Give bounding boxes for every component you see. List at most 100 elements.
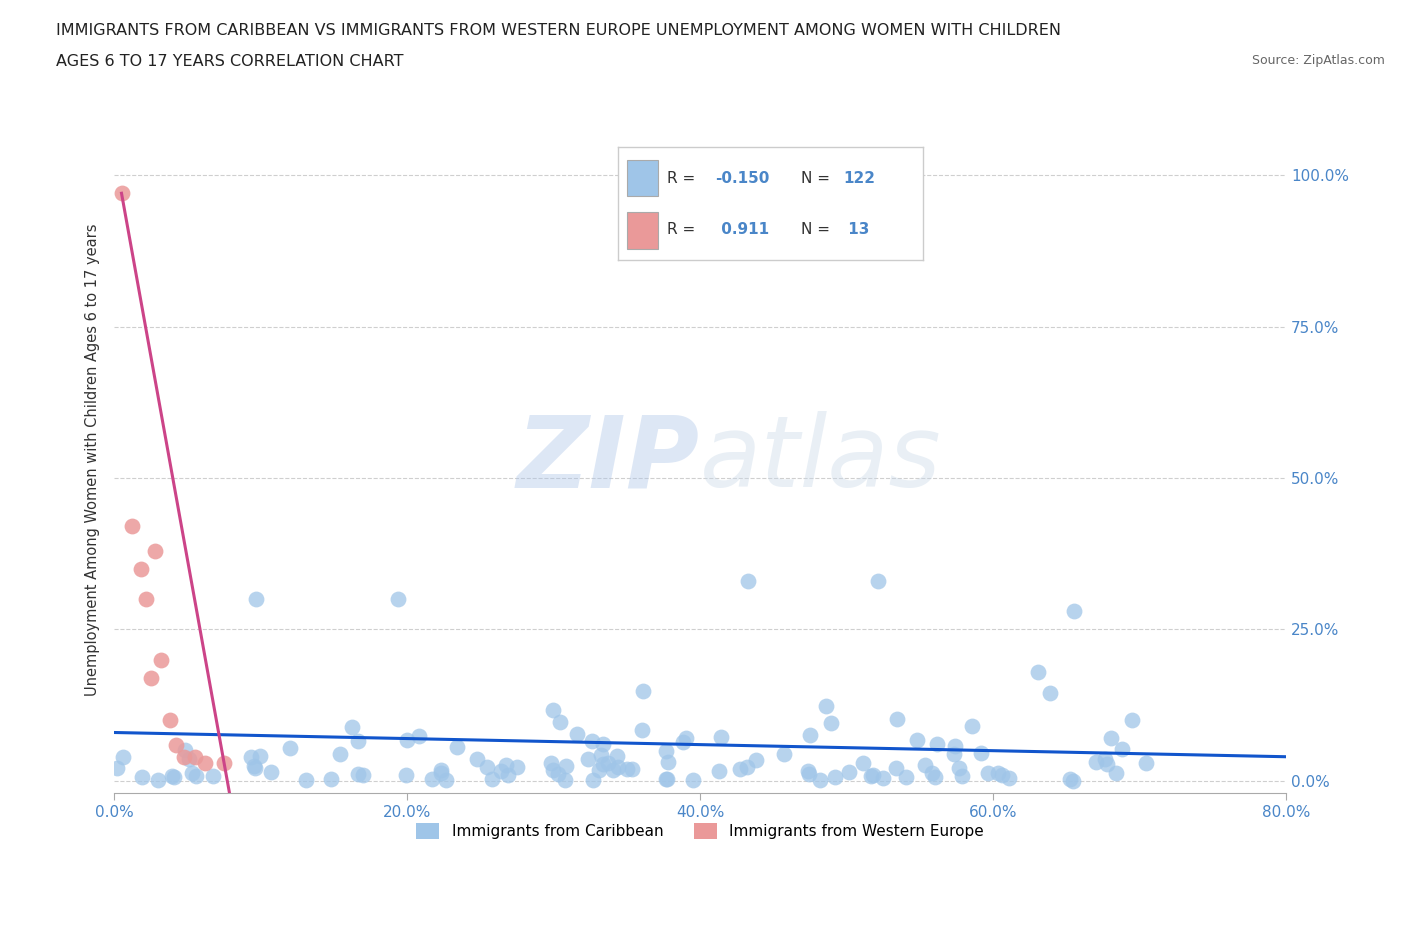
Point [173, 750, 195, 764]
Point [329, 747, 352, 762]
Point [948, 760, 970, 775]
Point [139, 671, 162, 685]
Point [1026, 665, 1049, 680]
Point [1121, 712, 1143, 727]
Point [824, 769, 846, 784]
Point [180, 765, 202, 780]
Point [672, 735, 695, 750]
Point [352, 768, 374, 783]
Point [340, 720, 363, 735]
Point [884, 760, 907, 775]
Point [249, 748, 271, 763]
Point [554, 773, 576, 788]
Point [815, 698, 838, 713]
Point [194, 755, 217, 770]
Point [998, 771, 1021, 786]
Point [607, 760, 630, 775]
Point [799, 728, 821, 743]
Point [540, 755, 562, 770]
Point [159, 713, 181, 728]
Text: IMMIGRANTS FROM CARIBBEAN VS IMMIGRANTS FROM WESTERN EUROPE UNEMPLOYMENT AMONG W: IMMIGRANTS FROM CARIBBEAN VS IMMIGRANTS … [56, 23, 1062, 38]
Point [477, 760, 499, 775]
Point [820, 715, 842, 730]
Point [408, 728, 430, 743]
Point [321, 772, 343, 787]
Point [242, 759, 264, 774]
Point [1099, 731, 1122, 746]
Point [799, 766, 821, 781]
Point [121, 519, 143, 534]
Text: ZIP: ZIP [517, 411, 700, 509]
Point [1097, 756, 1119, 771]
Point [987, 765, 1010, 780]
Point [866, 574, 889, 589]
Point [657, 755, 679, 770]
Point [165, 737, 187, 752]
Point [960, 719, 983, 734]
Point [131, 769, 153, 784]
Point [598, 755, 620, 770]
Point [395, 732, 418, 747]
Point [467, 751, 489, 766]
Point [921, 765, 943, 780]
Point [496, 768, 519, 783]
Point [1094, 751, 1116, 766]
Point [872, 771, 894, 786]
Point [395, 767, 418, 782]
Point [105, 761, 128, 776]
Point [1039, 685, 1062, 700]
Point [434, 773, 457, 788]
Point [184, 750, 207, 764]
Point [129, 562, 152, 577]
Point [163, 770, 186, 785]
Point [347, 734, 370, 749]
Point [446, 739, 468, 754]
Point [838, 764, 860, 779]
Point [547, 767, 569, 782]
Point [581, 734, 603, 749]
Point [592, 757, 614, 772]
Point [245, 591, 267, 606]
Legend: Immigrants from Caribbean, Immigrants from Western Europe: Immigrants from Caribbean, Immigrants fr… [411, 817, 990, 845]
Point [239, 750, 262, 764]
Point [655, 772, 678, 787]
Point [294, 773, 316, 788]
Point [1063, 604, 1085, 618]
Point [631, 723, 654, 737]
Point [420, 772, 443, 787]
Point [621, 762, 644, 777]
Point [969, 746, 991, 761]
Point [177, 751, 200, 766]
Point [201, 769, 224, 784]
Point [655, 772, 678, 787]
Point [589, 748, 612, 763]
Point [135, 591, 157, 606]
Point [576, 751, 599, 766]
Point [977, 765, 1000, 780]
Point [243, 761, 266, 776]
Text: atlas: atlas [700, 411, 942, 509]
Point [1059, 771, 1081, 786]
Point [143, 543, 166, 558]
Text: Source: ZipAtlas.com: Source: ZipAtlas.com [1251, 54, 1385, 67]
Point [430, 763, 453, 777]
Point [905, 733, 928, 748]
Point [991, 767, 1014, 782]
Point [633, 684, 655, 698]
Point [110, 186, 132, 201]
Point [655, 743, 678, 758]
Point [950, 768, 973, 783]
Point [894, 770, 917, 785]
Point [862, 767, 884, 782]
Text: AGES 6 TO 17 YEARS CORRELATION CHART: AGES 6 TO 17 YEARS CORRELATION CHART [56, 54, 404, 69]
Point [592, 737, 614, 751]
Point [150, 652, 173, 667]
Point [744, 752, 766, 767]
Point [675, 731, 697, 746]
Point [489, 764, 512, 778]
Point [602, 763, 624, 777]
Point [387, 591, 409, 606]
Point [943, 747, 966, 762]
Point [737, 759, 759, 774]
Point [174, 743, 197, 758]
